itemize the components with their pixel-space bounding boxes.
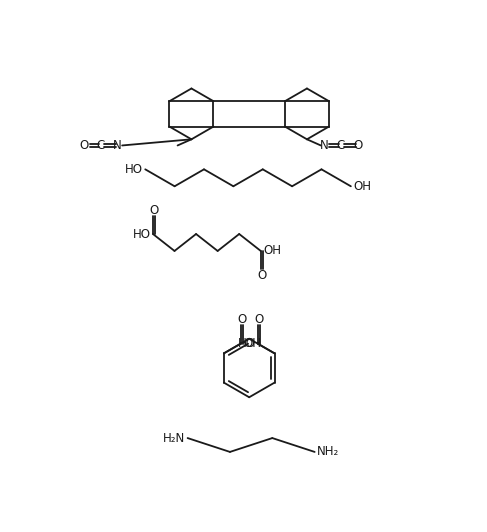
Text: N: N [113, 139, 122, 152]
Text: HO: HO [125, 163, 143, 176]
Text: O: O [79, 139, 88, 152]
Text: O: O [150, 204, 159, 217]
Text: O: O [237, 313, 246, 327]
Text: O: O [257, 269, 266, 282]
Text: HO: HO [238, 337, 255, 350]
Text: OH: OH [263, 244, 281, 257]
Text: OH: OH [353, 180, 371, 193]
Text: H₂N: H₂N [163, 431, 185, 445]
Text: HO: HO [132, 228, 150, 240]
Text: O: O [353, 139, 362, 152]
Text: N: N [319, 139, 328, 152]
Text: NH₂: NH₂ [317, 445, 339, 459]
Text: C: C [337, 139, 345, 152]
Text: OH: OH [243, 337, 261, 350]
Text: O: O [254, 313, 263, 327]
Text: C: C [96, 139, 105, 152]
